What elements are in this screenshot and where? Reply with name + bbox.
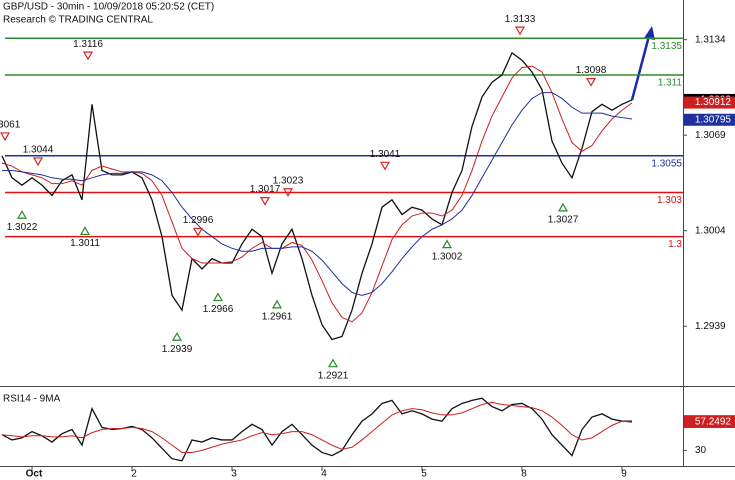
resistance-marker bbox=[0, 132, 11, 142]
resistance-marker bbox=[514, 26, 526, 36]
series-line bbox=[2, 92, 633, 296]
support-marker bbox=[557, 202, 569, 212]
x-tick-label: 3 bbox=[231, 469, 237, 480]
x-tick-label: 4 bbox=[321, 469, 327, 480]
last-value-label: 57.2492 bbox=[695, 417, 732, 428]
annotation-label: 1.3011 bbox=[70, 238, 100, 249]
support-marker bbox=[327, 358, 339, 368]
annotation-label: 1.2961 bbox=[262, 312, 293, 323]
annotation-label: 1.3017 bbox=[250, 184, 281, 195]
last-value-label: 1.30912 bbox=[695, 97, 732, 108]
resistance-marker bbox=[82, 51, 94, 61]
level-label: 1.311 bbox=[658, 78, 683, 89]
annotation-label: 1.3002 bbox=[432, 251, 463, 262]
x-tick-label: 2 bbox=[131, 469, 137, 480]
support-marker bbox=[79, 226, 91, 236]
level-label: 1.3135 bbox=[651, 41, 682, 52]
support-marker bbox=[441, 239, 453, 249]
last-value-box bbox=[684, 415, 735, 428]
resistance-marker bbox=[32, 157, 44, 167]
x-tick-label: 8 bbox=[521, 469, 527, 480]
x-tick-label: Oct bbox=[26, 469, 43, 480]
series-line bbox=[1, 65, 633, 323]
resistance-marker bbox=[282, 188, 294, 197]
level-label: 1.3 bbox=[668, 239, 682, 250]
annotation-label: 1.3022 bbox=[7, 222, 38, 233]
level-label: 1.303 bbox=[657, 195, 682, 206]
last-value-box bbox=[684, 113, 735, 126]
y-tick-label: 1.3134 bbox=[695, 34, 726, 45]
annotation-label: 1.2996 bbox=[183, 215, 214, 226]
annotation-label: 1.2939 bbox=[162, 344, 193, 355]
support-marker bbox=[171, 332, 183, 341]
rsi-title: RSI14 - 9MA bbox=[3, 394, 61, 405]
series-line bbox=[1, 397, 632, 462]
y-tick-label: 1.3069 bbox=[695, 130, 726, 141]
forecast-arrow-head bbox=[644, 26, 655, 40]
support-marker bbox=[271, 299, 283, 309]
annotation-label: 1.3023 bbox=[273, 175, 304, 186]
y-tick-label: 1.3004 bbox=[695, 225, 726, 236]
annotation-label: 1.3098 bbox=[576, 65, 607, 76]
annotation-label: 1.3116 bbox=[73, 39, 103, 50]
resistance-marker bbox=[585, 77, 597, 87]
annotation-label: 1.3044 bbox=[23, 145, 54, 156]
forecast-arrow bbox=[630, 35, 651, 101]
level-label: 1.3055 bbox=[651, 158, 682, 169]
annotation-label: 1.3027 bbox=[548, 215, 579, 226]
series-line bbox=[1, 51, 633, 341]
series-line bbox=[1, 401, 633, 453]
y-tick-label: 1.2939 bbox=[695, 321, 726, 332]
annotation-label: 1.2921 bbox=[318, 370, 349, 381]
annotation-label: 1.3041 bbox=[370, 149, 401, 160]
annotation-label: 1.2966 bbox=[203, 304, 234, 315]
resistance-marker bbox=[259, 197, 271, 206]
x-tick-label: 9 bbox=[621, 469, 627, 480]
support-marker bbox=[212, 292, 224, 302]
x-tick-label: 5 bbox=[421, 469, 427, 480]
resistance-marker bbox=[379, 161, 391, 171]
chart-title: GBP/USD - 30min - 10/09/2018 05:20:52 (C… bbox=[3, 2, 214, 13]
last-value-box bbox=[684, 96, 735, 109]
y-tick-label: 30 bbox=[695, 445, 707, 456]
support-marker bbox=[16, 210, 28, 219]
last-value-label: 1.30795 bbox=[695, 114, 732, 125]
resistance-marker bbox=[192, 227, 204, 237]
chart-subtitle: Research © TRADING CENTRAL bbox=[3, 15, 153, 26]
annotation-label: 1.3061 bbox=[0, 120, 21, 131]
annotation-label: 1.3133 bbox=[505, 14, 536, 25]
